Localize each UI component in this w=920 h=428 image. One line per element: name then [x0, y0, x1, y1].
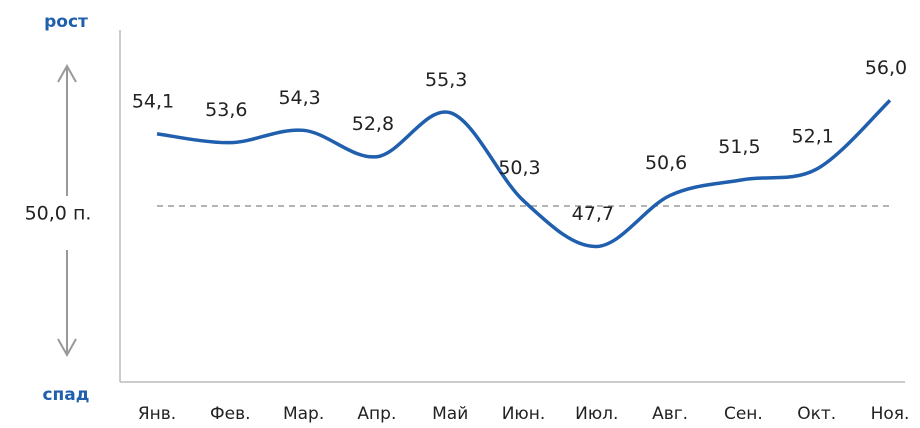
line — [156, 99, 892, 249]
x-tick-label: Июн. — [502, 404, 546, 424]
x-tick-label: Апр. — [357, 404, 396, 424]
x-tick-label: Сен. — [724, 404, 763, 424]
data-label: 54,3 — [278, 87, 320, 109]
data-label: 50,6 — [645, 152, 687, 174]
reference-label: 50,0 п. — [25, 203, 92, 225]
x-tick-label: Май — [432, 404, 468, 424]
arrows — [57, 63, 77, 358]
x-tick-label: Ноя. — [871, 404, 910, 424]
data-label: 52,8 — [352, 113, 394, 135]
data-label: 52,1 — [792, 126, 834, 148]
data-label: 51,5 — [718, 136, 760, 158]
data-label: 53,6 — [205, 99, 247, 121]
data-label: 50,3 — [498, 157, 540, 179]
x-tick-label: Июл. — [575, 404, 618, 424]
data-label: 47,7 — [572, 203, 614, 225]
data-label: 55,3 — [425, 69, 467, 91]
x-tick-label: Фев. — [210, 404, 251, 424]
x-tick-label: Авг. — [652, 404, 688, 424]
top-label: рост — [44, 12, 88, 32]
x-tick-label: Янв. — [138, 404, 176, 424]
data-label: 56,0 — [865, 57, 907, 79]
bottom-label: спад — [42, 385, 89, 405]
x-tick-label: Окт. — [797, 404, 836, 424]
data-label: 54,1 — [132, 90, 174, 112]
x-tick-label: Мар. — [283, 404, 324, 424]
